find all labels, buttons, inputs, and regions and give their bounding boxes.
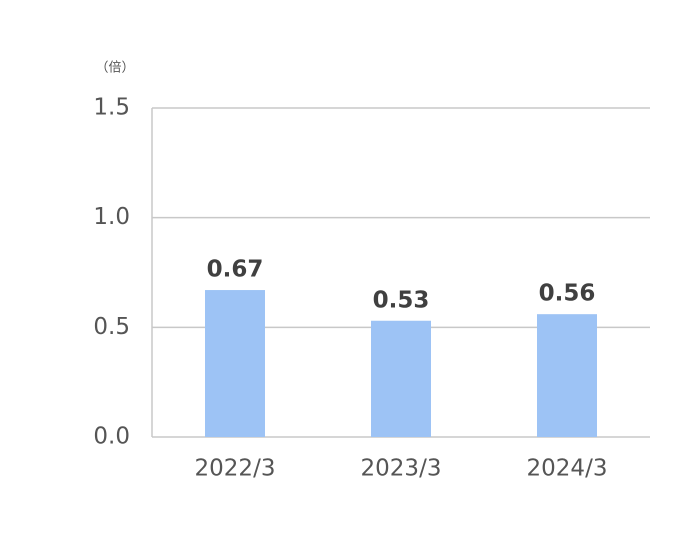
- data-label: 0.53: [373, 287, 430, 313]
- y-tick-label: 1.0: [93, 204, 130, 230]
- y-tick-label: 1.5: [93, 95, 130, 121]
- data-label: 0.56: [539, 281, 596, 307]
- x-tick-label: 2022/3: [195, 456, 276, 482]
- data-label: 0.67: [207, 257, 264, 283]
- y-tick-label: 0.5: [93, 314, 130, 340]
- bar: [371, 320, 431, 437]
- bar: [205, 290, 265, 437]
- x-tick-label: 2023/3: [361, 456, 442, 482]
- y-axis-unit: （倍）: [95, 61, 134, 76]
- x-tick-label: 2024/3: [527, 456, 608, 482]
- y-tick-label: 0.0: [93, 424, 130, 450]
- bar: [537, 314, 597, 437]
